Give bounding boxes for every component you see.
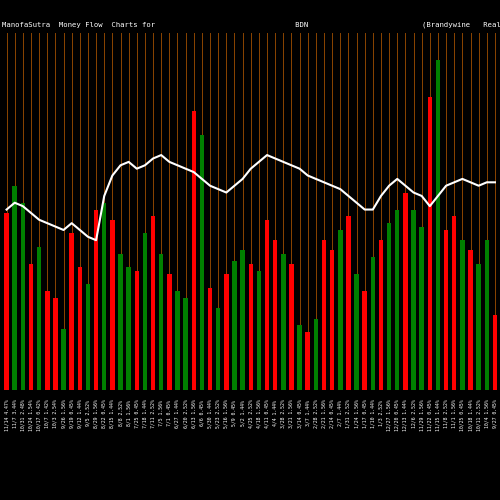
- Bar: [45, 292, 50, 390]
- Bar: [468, 250, 473, 390]
- Bar: [216, 308, 220, 390]
- Bar: [362, 292, 367, 390]
- Text: ManofaSutra  Money Flow  Charts for                                BDN          : ManofaSutra Money Flow Charts for BDN: [2, 22, 500, 29]
- Bar: [28, 264, 33, 390]
- Bar: [378, 240, 383, 390]
- Bar: [118, 254, 123, 390]
- Bar: [289, 264, 294, 390]
- Bar: [159, 254, 164, 390]
- Bar: [403, 192, 407, 390]
- Bar: [176, 292, 180, 390]
- Bar: [476, 264, 481, 390]
- Bar: [436, 60, 440, 390]
- Bar: [184, 298, 188, 390]
- Bar: [102, 202, 106, 390]
- Bar: [330, 250, 334, 390]
- Bar: [338, 230, 342, 390]
- Bar: [78, 268, 82, 390]
- Bar: [370, 257, 375, 390]
- Bar: [110, 220, 114, 390]
- Bar: [192, 111, 196, 390]
- Bar: [298, 326, 302, 390]
- Bar: [306, 332, 310, 390]
- Bar: [346, 216, 350, 390]
- Bar: [142, 234, 147, 390]
- Bar: [12, 186, 17, 390]
- Bar: [126, 268, 131, 390]
- Bar: [281, 254, 285, 390]
- Bar: [151, 216, 156, 390]
- Bar: [224, 274, 228, 390]
- Bar: [354, 274, 359, 390]
- Bar: [492, 315, 497, 390]
- Bar: [273, 240, 278, 390]
- Bar: [395, 210, 400, 390]
- Bar: [256, 271, 261, 390]
- Bar: [208, 288, 212, 390]
- Bar: [460, 240, 464, 390]
- Bar: [412, 210, 416, 390]
- Bar: [444, 230, 448, 390]
- Bar: [62, 328, 66, 390]
- Bar: [70, 234, 74, 390]
- Bar: [428, 97, 432, 390]
- Bar: [94, 210, 98, 390]
- Bar: [322, 240, 326, 390]
- Bar: [420, 226, 424, 390]
- Bar: [232, 260, 236, 390]
- Bar: [200, 134, 204, 390]
- Bar: [20, 202, 25, 390]
- Bar: [484, 240, 489, 390]
- Bar: [167, 274, 172, 390]
- Bar: [248, 264, 253, 390]
- Bar: [4, 213, 9, 390]
- Bar: [240, 250, 245, 390]
- Bar: [53, 298, 58, 390]
- Bar: [387, 223, 392, 390]
- Bar: [265, 220, 270, 390]
- Bar: [452, 216, 456, 390]
- Bar: [314, 318, 318, 390]
- Bar: [86, 284, 90, 390]
- Bar: [37, 247, 42, 390]
- Bar: [134, 271, 139, 390]
